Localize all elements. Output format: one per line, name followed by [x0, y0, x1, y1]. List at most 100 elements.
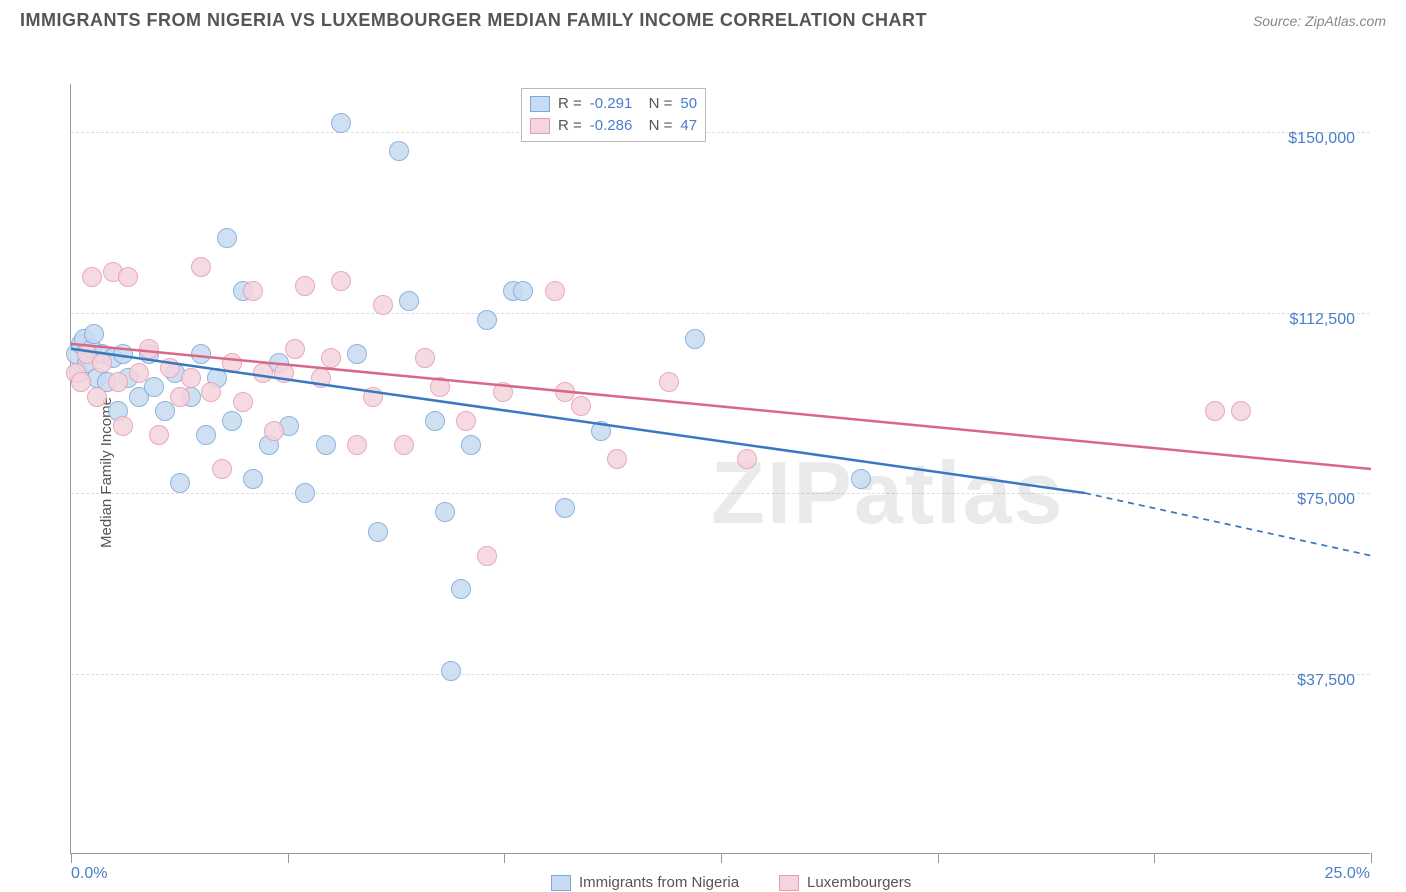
- data-point: [477, 310, 497, 330]
- chart-header: IMMIGRANTS FROM NIGERIA VS LUXEMBOURGER …: [0, 0, 1406, 39]
- y-tick-label: $112,500: [1255, 311, 1355, 329]
- stats-legend-row: R = -0.291 N = 50: [530, 93, 697, 115]
- data-point: [92, 353, 112, 373]
- data-point: [316, 435, 336, 455]
- stat-r-label: R =: [558, 93, 582, 115]
- data-point: [129, 363, 149, 383]
- x-tick: [938, 853, 939, 863]
- y-tick-label: $37,500: [1255, 672, 1355, 690]
- data-point: [108, 372, 128, 392]
- data-point: [243, 281, 263, 301]
- data-point: [685, 329, 705, 349]
- data-point: [477, 546, 497, 566]
- data-point: [253, 363, 273, 383]
- data-point: [181, 368, 201, 388]
- data-point: [435, 502, 455, 522]
- data-point: [191, 344, 211, 364]
- data-point: [607, 449, 627, 469]
- x-tick: [721, 853, 722, 863]
- chart-title: IMMIGRANTS FROM NIGERIA VS LUXEMBOURGER …: [20, 10, 927, 31]
- x-tick: [1154, 853, 1155, 863]
- x-tick-label-min: 0.0%: [71, 865, 107, 883]
- data-point: [212, 459, 232, 479]
- data-point: [347, 435, 367, 455]
- data-point: [425, 411, 445, 431]
- stat-n-label: N =: [640, 115, 672, 137]
- legend-swatch-icon: [551, 875, 571, 891]
- data-point: [118, 267, 138, 287]
- data-point: [1231, 401, 1251, 421]
- gridline: [71, 674, 1370, 675]
- data-point: [441, 661, 461, 681]
- data-point: [222, 411, 242, 431]
- data-point: [331, 113, 351, 133]
- data-point: [243, 469, 263, 489]
- data-point: [87, 387, 107, 407]
- data-point: [295, 276, 315, 296]
- data-point: [264, 421, 284, 441]
- data-point: [160, 358, 180, 378]
- data-point: [399, 291, 419, 311]
- x-tick: [288, 853, 289, 863]
- data-point: [513, 281, 533, 301]
- stats-legend-row: R = -0.286 N = 47: [530, 115, 697, 137]
- data-point: [363, 387, 383, 407]
- data-point: [456, 411, 476, 431]
- data-point: [493, 382, 513, 402]
- legend-item: Immigrants from Nigeria: [551, 874, 739, 891]
- legend-label: Immigrants from Nigeria: [579, 874, 739, 891]
- data-point: [295, 483, 315, 503]
- stat-r-value: -0.286: [590, 115, 633, 137]
- legend-item: Luxembourgers: [779, 874, 911, 891]
- stat-n-value: 47: [680, 115, 697, 137]
- stat-r-label: R =: [558, 115, 582, 137]
- data-point: [201, 382, 221, 402]
- gridline: [71, 132, 1370, 133]
- data-point: [571, 396, 591, 416]
- x-tick: [71, 853, 72, 863]
- data-point: [737, 449, 757, 469]
- data-point: [196, 425, 216, 445]
- legend-swatch-icon: [779, 875, 799, 891]
- series-legend: Immigrants from Nigeria Luxembourgers: [551, 874, 911, 891]
- data-point: [555, 498, 575, 518]
- data-point: [170, 387, 190, 407]
- data-point: [430, 377, 450, 397]
- data-point: [659, 372, 679, 392]
- data-point: [851, 469, 871, 489]
- data-point: [222, 353, 242, 373]
- stats-legend: R = -0.291 N = 50R = -0.286 N = 47: [521, 88, 706, 142]
- data-point: [191, 257, 211, 277]
- data-point: [233, 392, 253, 412]
- x-tick: [504, 853, 505, 863]
- x-tick: [1371, 853, 1372, 863]
- data-point: [149, 425, 169, 445]
- stat-r-value: -0.291: [590, 93, 633, 115]
- data-point: [139, 339, 159, 359]
- data-point: [1205, 401, 1225, 421]
- legend-swatch-icon: [530, 96, 550, 112]
- data-point: [155, 401, 175, 421]
- data-point: [274, 363, 294, 383]
- gridline: [71, 313, 1370, 314]
- source-attribution: Source: ZipAtlas.com: [1253, 13, 1386, 29]
- data-point: [591, 421, 611, 441]
- data-point: [415, 348, 435, 368]
- data-point: [113, 344, 133, 364]
- data-point: [170, 473, 190, 493]
- data-point: [368, 522, 388, 542]
- legend-label: Luxembourgers: [807, 874, 911, 891]
- data-point: [394, 435, 414, 455]
- y-tick-label: $75,000: [1255, 491, 1355, 509]
- data-point: [545, 281, 565, 301]
- data-point: [217, 228, 237, 248]
- data-point: [347, 344, 367, 364]
- data-point: [144, 377, 164, 397]
- data-point: [84, 324, 104, 344]
- plot-area: $37,500$75,000$112,500$150,0000.0%25.0%M…: [70, 84, 1370, 854]
- data-point: [331, 271, 351, 291]
- stat-n-label: N =: [640, 93, 672, 115]
- data-point: [451, 579, 471, 599]
- x-tick-label-max: 25.0%: [1325, 865, 1370, 883]
- data-point: [311, 368, 331, 388]
